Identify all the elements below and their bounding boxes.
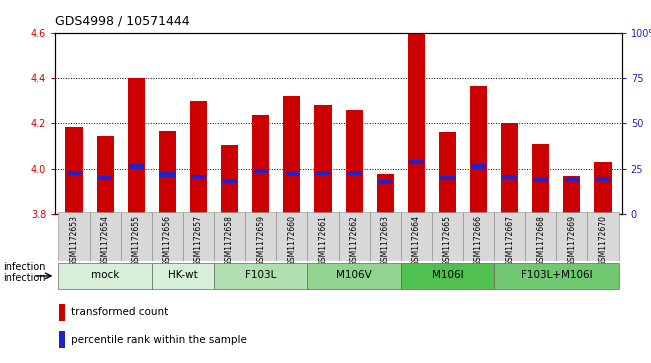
Text: F103L: F103L [245, 270, 277, 280]
Bar [533, 144, 549, 214]
Bar [316, 171, 330, 175]
Bar [59, 212, 90, 261]
Bar [191, 175, 206, 179]
Bar [432, 212, 463, 261]
Bar [557, 212, 587, 261]
Bar [96, 136, 114, 214]
Text: GSM1172666: GSM1172666 [474, 215, 483, 266]
Text: GSM1172665: GSM1172665 [443, 215, 452, 266]
Bar [183, 212, 214, 261]
Bar [283, 96, 300, 214]
Bar [471, 164, 486, 168]
Bar [221, 145, 238, 214]
Bar [470, 86, 487, 214]
Bar [494, 212, 525, 261]
Bar [307, 263, 401, 289]
Text: GSM1172653: GSM1172653 [70, 215, 79, 266]
Text: GDS4998 / 10571444: GDS4998 / 10571444 [55, 15, 190, 28]
Bar [252, 115, 270, 214]
Bar [501, 123, 518, 214]
Bar [347, 171, 361, 175]
Bar [564, 177, 579, 181]
Bar [314, 105, 331, 214]
Bar [190, 101, 207, 214]
Bar [245, 212, 276, 261]
Bar [90, 212, 120, 261]
Text: GSM1172667: GSM1172667 [505, 215, 514, 266]
Text: GSM1172668: GSM1172668 [536, 215, 546, 266]
Bar [525, 212, 557, 261]
Bar [276, 212, 307, 261]
Text: mock: mock [91, 270, 119, 280]
Bar [401, 212, 432, 261]
Text: GSM1172663: GSM1172663 [381, 215, 390, 266]
Bar [409, 160, 424, 164]
Bar [152, 263, 214, 289]
Bar [67, 171, 81, 175]
Bar [594, 162, 611, 214]
Bar [401, 263, 494, 289]
Text: M106V: M106V [336, 270, 372, 280]
Text: GSM1172656: GSM1172656 [163, 215, 172, 266]
Text: infection: infection [3, 273, 46, 283]
Bar [440, 176, 454, 180]
Bar [152, 212, 183, 261]
Bar [66, 127, 83, 214]
Bar [159, 131, 176, 214]
Bar [160, 172, 174, 176]
Bar [307, 212, 339, 261]
Text: GSM1172664: GSM1172664 [412, 215, 421, 266]
Text: percentile rank within the sample: percentile rank within the sample [70, 335, 247, 344]
Bar [346, 110, 363, 214]
Bar [408, 34, 425, 214]
Text: GSM1172669: GSM1172669 [568, 215, 576, 266]
Text: M106I: M106I [432, 270, 464, 280]
Bar [214, 263, 307, 289]
Bar [563, 176, 581, 214]
Bar [377, 175, 394, 214]
Text: GSM1172670: GSM1172670 [598, 215, 607, 266]
Text: transformed count: transformed count [70, 307, 168, 318]
Bar [463, 212, 494, 261]
Bar [370, 212, 401, 261]
Bar [534, 178, 548, 182]
Bar [59, 263, 152, 289]
Bar [129, 164, 143, 168]
Bar [284, 172, 299, 176]
Bar [378, 180, 393, 184]
Bar [253, 169, 268, 173]
Text: HK-wt: HK-wt [168, 270, 198, 280]
Bar [98, 176, 113, 180]
Bar [59, 304, 65, 321]
Text: GSM1172657: GSM1172657 [194, 215, 203, 266]
Bar [339, 212, 370, 261]
Bar [439, 132, 456, 214]
Bar [128, 78, 145, 214]
Text: GSM1172658: GSM1172658 [225, 215, 234, 266]
Text: infection: infection [3, 262, 46, 272]
Bar [59, 331, 65, 348]
Bar [494, 263, 618, 289]
Text: F103L+M106I: F103L+M106I [521, 270, 592, 280]
Text: GSM1172659: GSM1172659 [256, 215, 265, 266]
Text: GSM1172660: GSM1172660 [287, 215, 296, 266]
Bar [223, 179, 237, 183]
Text: GSM1172662: GSM1172662 [350, 215, 359, 266]
Text: GSM1172655: GSM1172655 [132, 215, 141, 266]
Text: GSM1172661: GSM1172661 [318, 215, 327, 266]
Bar [214, 212, 245, 261]
Bar [120, 212, 152, 261]
Bar [503, 175, 517, 179]
Bar [596, 177, 610, 181]
Bar [587, 212, 618, 261]
Text: GSM1172654: GSM1172654 [101, 215, 109, 266]
